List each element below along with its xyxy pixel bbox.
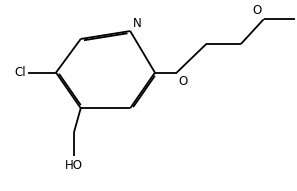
Text: O: O <box>179 74 188 87</box>
Text: O: O <box>252 4 262 17</box>
Text: HO: HO <box>65 159 83 172</box>
Text: N: N <box>133 17 142 30</box>
Text: Cl: Cl <box>15 66 26 79</box>
